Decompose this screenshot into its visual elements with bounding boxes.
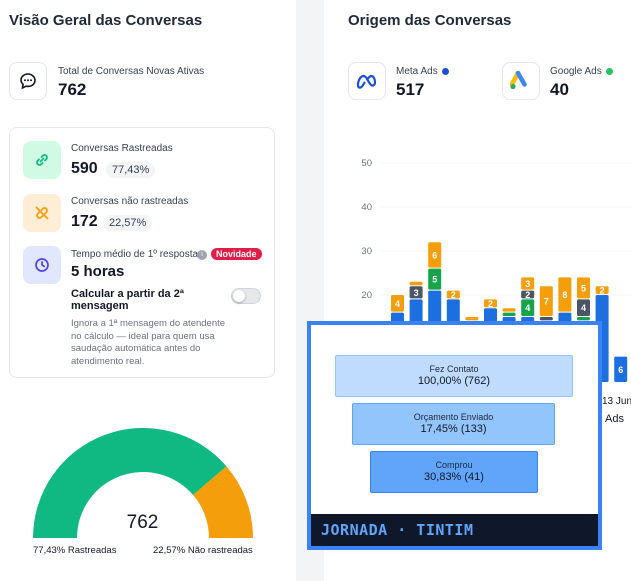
total-label: Total de Conversas Novas Ativas [58,66,205,77]
bar-segment-orange[interactable] [484,299,497,308]
overview-panel: Visão Geral das Conversas Total de Conve… [0,0,296,581]
funnel-step1-label: Fez Contato [429,364,479,374]
bar-data-label: 7 [544,297,549,307]
bar-data-label: 5 [581,283,586,293]
meta-label: Meta Ads [396,66,449,77]
bar-data-label: 2 [600,286,605,296]
origin-title: Origem das Conversas [348,12,512,29]
meta-value: 517 [396,80,425,99]
bar-data-label: 3 [414,288,419,298]
info-icon[interactable]: i [197,250,207,260]
gauge-right-label: 22,57% Não rastreadas [153,545,253,556]
y-tick-label: 30 [361,246,372,257]
bar-segment-gray[interactable] [577,299,590,316]
gauge-value: 762 [126,512,159,533]
date-fragment: 13 Jun [602,396,631,407]
bar-data-label: 5 [432,275,437,285]
google-label-text: Google Ads [550,66,602,77]
conversation-stats-card: Conversas Rastreadas 590 77,43% Conversa… [9,127,275,378]
meta-logo-icon [348,62,386,100]
calc-desc-line4: atendimento real. [71,355,145,367]
bar-segment-orange[interactable] [539,286,553,316]
bar-data-label: 8 [562,290,567,300]
google-ads-logo-icon [502,62,540,100]
bar-segment-green[interactable] [577,317,590,321]
bar-data-label: 4 [581,303,586,313]
total-value: 762 [58,80,87,99]
funnel-step1-value: 100,00% (762) [417,375,491,387]
response-label: Tempo médio de 1º resposta [71,249,199,260]
google-label: Google Ads [550,66,613,77]
bar-segment-blue[interactable] [614,356,628,382]
toggle-knob [233,290,245,302]
bar-segment-green[interactable] [521,299,535,316]
bar-data-label: 2 [488,299,493,309]
tracked-value: 590 [71,160,98,177]
bar-segment-orange[interactable] [465,317,479,321]
gauge-tracked-arc [33,428,227,538]
meta-label-text: Meta Ads [396,66,438,77]
novidade-badge: Novidade [211,248,262,260]
funnel-step3-value: 30,83% (41) [424,471,484,483]
calc-label-line1: Calcular a partir da 2ª [71,288,184,300]
bar-segment-gray[interactable] [539,317,553,321]
meta-dot-icon [441,67,449,75]
chat-icon [9,62,47,100]
bar-data-label: 3 [525,279,530,289]
bar-segment-gray[interactable] [521,290,535,299]
calc-desc-line2: no cálculo — ideal para quem usa [71,330,215,342]
bar-data-label: 2 [525,290,530,300]
tracked-pct: 77,43% [106,162,156,178]
bar-segment-green[interactable] [428,268,442,290]
bar-segment-orange[interactable] [428,242,442,268]
calc-description: Ignora a 1ª mensagem do atendente no cál… [71,318,241,368]
gauge-untracked-arc [193,466,253,538]
untracked-label: Conversas não rastreadas [71,196,189,207]
y-tick-label: 20 [361,290,372,301]
tracked-label: Conversas Rastreadas [71,143,173,154]
calc-desc-line1: Ignora a 1ª mensagem do atendente [71,318,226,329]
calc-label-line2: mensagem [71,300,129,312]
tracking-gauge [33,428,253,538]
bar-segment-orange[interactable] [409,281,423,286]
bar-data-label: 6 [618,365,623,375]
funnel-step-contact[interactable]: Fez Contato 100,00% (762) [335,355,573,397]
google-dot-icon [605,67,613,75]
calc-toggle-label: Calcular a partir da 2ª mensagem [71,288,184,312]
bar-segment-orange[interactable] [521,277,535,290]
funnel-step3-label: Comprou [435,460,473,470]
bar-segment-orange[interactable] [502,308,516,312]
funnel-step2-label: Orçamento Enviado [413,412,494,422]
bar-segment-gray[interactable] [409,286,423,299]
broken-link-icon [23,194,61,232]
funnel-step2-value: 17,45% (133) [420,423,487,435]
calc-toggle[interactable] [231,288,261,304]
google-value: 40 [550,80,569,99]
bar-data-label: 4 [395,299,400,309]
ads-fragment: Ads [605,413,624,425]
bar-data-label: 6 [432,250,437,260]
clock-icon [23,246,61,284]
untracked-value: 172 [71,213,98,230]
journey-banner: JORNADA · TINTIM [311,514,598,546]
untracked-pct: 22,57% [103,215,153,231]
link-icon [23,141,61,179]
funnel-overlay: Fez Contato 100,00% (762) Orçamento Envi… [307,321,602,550]
calc-desc-line3: saudação automática antes do [71,343,201,354]
y-tick-label: 40 [361,202,372,213]
y-tick-label: 50 [361,158,372,169]
response-value: 5 horas [71,263,125,280]
funnel-step-bought[interactable]: Comprou 30,83% (41) [370,451,538,493]
overview-title: Visão Geral das Conversas [9,12,203,29]
bar-data-label: 2 [451,290,456,300]
bar-segment-orange[interactable] [558,277,572,312]
funnel-step-quote[interactable]: Orçamento Enviado 17,45% (133) [352,403,555,445]
bar-segment-orange[interactable] [446,290,460,299]
bar-segment-green[interactable] [502,312,516,316]
gauge-left-label: 77,43% Rastreadas [33,545,117,556]
bar-data-label: 4 [525,303,530,313]
bar-segment-orange[interactable] [577,277,590,299]
bar-segment-orange[interactable] [595,286,609,294]
bar-segment-orange[interactable] [391,295,404,312]
